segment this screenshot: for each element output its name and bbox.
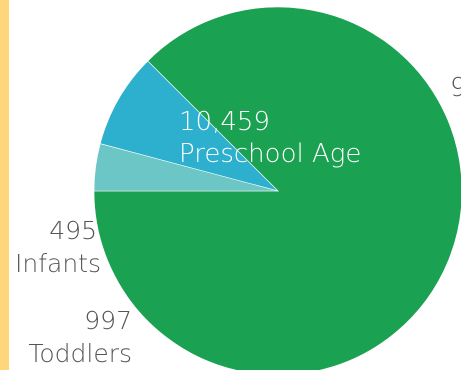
slice-label-infants-value: 495 — [49, 216, 97, 245]
pie-slice-toddlers — [99, 60, 280, 192]
accent-bar — [0, 0, 9, 370]
partial-edge-label: 9 — [450, 73, 461, 103]
slice-label-infants-name: Infants — [15, 249, 101, 278]
slice-label-toddlers-name: Toddlers — [28, 339, 132, 368]
slice-label-preschool-name: Preschool Age — [179, 139, 361, 169]
slice-label-toddlers-value: 997 — [84, 306, 132, 335]
pie-slice-infants — [93, 143, 279, 192]
pie-slice-preschool-age — [93, 6, 461, 370]
slice-label-preschool-value: 10,459 — [179, 107, 270, 137]
